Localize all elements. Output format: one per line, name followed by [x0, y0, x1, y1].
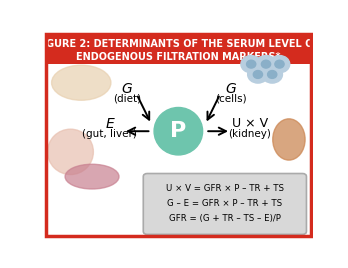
- Ellipse shape: [241, 55, 261, 73]
- Ellipse shape: [256, 55, 276, 73]
- Text: ENDOGENOUS FILTRATION MARKERS*: ENDOGENOUS FILTRATION MARKERS*: [76, 51, 280, 62]
- FancyBboxPatch shape: [143, 173, 307, 234]
- Ellipse shape: [268, 70, 277, 78]
- Text: (kidney): (kidney): [228, 129, 271, 139]
- Ellipse shape: [269, 55, 290, 73]
- Ellipse shape: [253, 70, 262, 78]
- Text: E: E: [105, 117, 114, 131]
- Ellipse shape: [248, 66, 268, 83]
- Text: U × V = GFR × P – TR + TS: U × V = GFR × P – TR + TS: [166, 184, 284, 192]
- Ellipse shape: [246, 60, 256, 68]
- Ellipse shape: [154, 107, 203, 155]
- FancyBboxPatch shape: [46, 34, 310, 64]
- Ellipse shape: [48, 129, 93, 174]
- Text: GFR = (G + TR – TS – E)/P: GFR = (G + TR – TS – E)/P: [169, 214, 281, 223]
- Text: P: P: [170, 121, 187, 141]
- Text: (diet): (diet): [113, 94, 141, 104]
- Text: G: G: [226, 82, 236, 96]
- Ellipse shape: [52, 65, 111, 100]
- Ellipse shape: [262, 66, 283, 83]
- Text: U × V: U × V: [232, 117, 268, 131]
- Text: (gut, liver): (gut, liver): [82, 129, 137, 139]
- Text: FIGURE 2: DETERMINANTS OF THE SERUM LEVEL OF: FIGURE 2: DETERMINANTS OF THE SERUM LEVE…: [36, 39, 321, 49]
- Ellipse shape: [261, 60, 271, 68]
- Ellipse shape: [65, 164, 119, 189]
- Text: G: G: [122, 82, 133, 96]
- Text: G – E = GFR × P – TR + TS: G – E = GFR × P – TR + TS: [167, 199, 283, 208]
- Ellipse shape: [275, 60, 284, 68]
- Text: (cells): (cells): [215, 94, 247, 104]
- Ellipse shape: [273, 119, 305, 160]
